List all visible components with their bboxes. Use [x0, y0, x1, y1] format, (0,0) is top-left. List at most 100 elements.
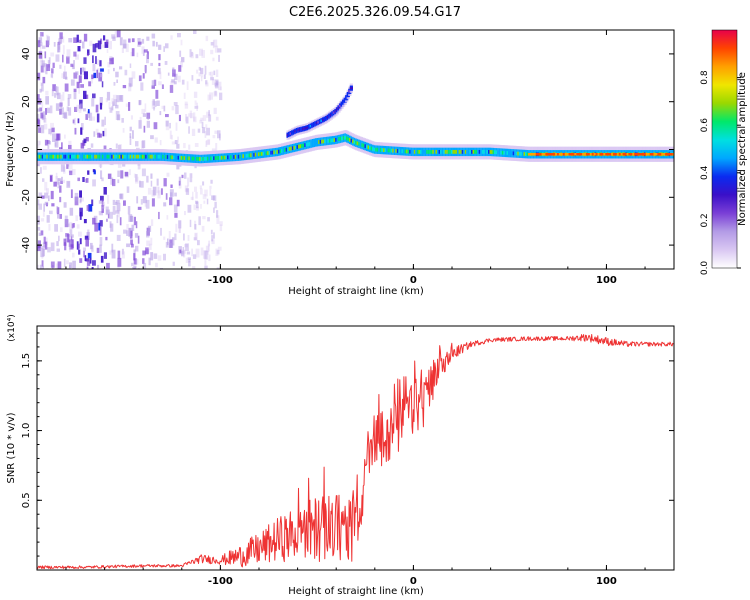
noise-speck — [175, 223, 178, 233]
noise-speck — [112, 94, 117, 104]
noise-speck — [147, 225, 152, 232]
noise-speck — [40, 32, 44, 37]
noise-speck — [62, 112, 67, 118]
noise-speck — [171, 106, 175, 111]
noise-speck — [117, 179, 120, 184]
noise-speck — [57, 261, 62, 269]
noise-speck — [204, 131, 207, 138]
noise-speck — [38, 51, 43, 59]
noise-speck — [205, 80, 208, 85]
noise-speck — [202, 181, 205, 186]
trace-peak — [528, 152, 531, 156]
noise-speck — [74, 192, 79, 202]
noise-speck — [86, 53, 89, 57]
noise-speck — [206, 111, 210, 118]
noise-speck — [145, 247, 149, 255]
noise-speck — [150, 180, 153, 187]
noise-speck — [159, 140, 162, 146]
noise-speck — [155, 89, 159, 99]
noise-speck — [204, 260, 207, 266]
noise-speck — [146, 240, 151, 246]
noise-speck — [135, 221, 138, 229]
noise-speck — [200, 247, 204, 256]
noise-speck — [116, 79, 118, 83]
snr-yticks: 0.5 1.0 1.5 — [21, 332, 674, 571]
noise-speck — [214, 82, 219, 87]
noise-speck — [92, 93, 96, 99]
noise-speck — [185, 243, 189, 251]
noise-speck — [194, 232, 198, 241]
trace-peak — [580, 152, 583, 156]
noise-speck — [52, 62, 55, 68]
noise-speck — [115, 71, 119, 78]
noise-speck — [131, 224, 135, 231]
noise-speck — [202, 127, 206, 134]
noise-speck — [55, 86, 59, 96]
trace-peak — [659, 152, 662, 156]
trace-peak — [638, 152, 641, 156]
noise-speck — [41, 195, 45, 199]
noise-speck — [68, 163, 73, 170]
noise-speck — [192, 254, 197, 259]
noise-speck — [37, 199, 40, 206]
noise-speck — [146, 51, 149, 59]
noise-speck — [75, 54, 79, 60]
noise-speck — [131, 71, 136, 79]
noise-speck — [72, 252, 75, 258]
noise-speck — [219, 221, 223, 226]
noise-speck — [106, 218, 108, 222]
trace-peak — [576, 152, 579, 156]
y-tick-label: 40 — [21, 48, 32, 61]
noise-speck — [91, 76, 93, 84]
noise-speck — [121, 47, 124, 53]
noise-speck — [165, 114, 169, 118]
noise-speck — [156, 178, 159, 186]
noise-speck — [84, 235, 89, 240]
noise-speck — [40, 125, 45, 134]
noise-speck — [58, 178, 62, 182]
noise-speck — [177, 33, 181, 38]
noise-speck — [43, 123, 48, 130]
noise-speck — [81, 67, 85, 73]
noise-speck — [209, 185, 212, 189]
noise-speck — [115, 104, 119, 109]
noise-speck — [50, 122, 54, 129]
noise-speck — [57, 44, 60, 53]
noise-speck — [160, 188, 163, 195]
noise-speck — [92, 260, 96, 266]
spectrogram-xticks: -100 0 100 — [65, 30, 646, 286]
noise-speck — [178, 65, 182, 72]
noise-speck — [60, 94, 63, 103]
noise-speck — [150, 173, 153, 179]
noise-speck — [170, 184, 173, 188]
noise-speck — [90, 143, 94, 148]
noise-speck — [194, 233, 197, 241]
noise-speck — [150, 219, 154, 226]
noise-speck — [109, 250, 112, 255]
noise-speck — [217, 246, 222, 251]
noise-speck — [210, 77, 214, 81]
noise-speck — [158, 211, 160, 220]
noise-speck — [39, 60, 43, 66]
noise-speck — [42, 266, 44, 269]
noise-speck — [50, 128, 52, 136]
noise-speck — [65, 233, 69, 237]
noise-speck — [66, 160, 69, 169]
noise-speck — [186, 81, 189, 90]
noise-speck — [37, 113, 40, 119]
noise-speck — [73, 60, 75, 70]
noise-speck — [144, 49, 148, 53]
noise-speck — [78, 104, 82, 113]
trace-peak — [531, 152, 535, 156]
noise-speck — [207, 217, 210, 222]
noise-speck — [83, 250, 85, 258]
noise-speck — [216, 250, 220, 255]
noise-speck — [64, 134, 66, 139]
colorbar-tick-label: 0.4 — [700, 165, 710, 180]
noise-speck — [128, 77, 133, 87]
noise-speck — [195, 191, 198, 199]
noise-speck — [146, 231, 150, 238]
noise-speck — [152, 186, 157, 196]
trace-peak — [645, 152, 649, 156]
noise-speck — [46, 140, 50, 144]
